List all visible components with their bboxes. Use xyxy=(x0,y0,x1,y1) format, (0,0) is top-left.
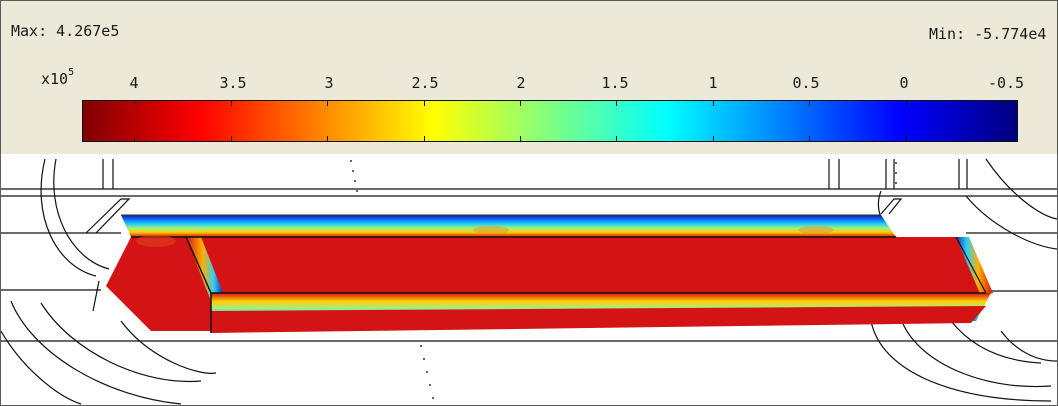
colorbar-tick xyxy=(423,101,425,106)
colorbar-tick-label: -0.5 xyxy=(987,74,1025,92)
colorbar-tick xyxy=(327,136,329,141)
colorbar-tick-label: 4 xyxy=(129,74,139,92)
colorbar-tick xyxy=(809,101,811,106)
colorbar-tick xyxy=(616,101,618,106)
hotspot xyxy=(473,226,509,234)
colorbar-tick xyxy=(423,136,425,141)
wireframe-arc xyxy=(1000,330,1057,362)
wireframe-arc xyxy=(900,318,1052,388)
exponent-base: x10 xyxy=(41,70,69,88)
colorbar-tick xyxy=(134,136,136,141)
wireframe-arc xyxy=(985,158,1057,220)
colorbar-tick xyxy=(712,136,714,141)
wireframe-line xyxy=(85,198,131,234)
body-left-side-gradient xyxy=(186,237,223,301)
wireframe-arc xyxy=(870,320,1052,402)
wireframe-line xyxy=(92,280,100,312)
colorbar-tick xyxy=(712,101,714,106)
wireframe-geometry xyxy=(1,158,1057,405)
colorbar-tick xyxy=(520,101,522,106)
stress-solid-body xyxy=(106,214,993,333)
body-right-side-gradient xyxy=(956,237,993,296)
wireframe-arc xyxy=(40,302,202,383)
hotspot xyxy=(798,226,834,234)
colorbar-tick-label: 0 xyxy=(899,74,909,92)
colorbar-tick xyxy=(616,136,618,141)
colorbar-tick xyxy=(134,101,136,106)
wireframe-arc xyxy=(120,320,217,374)
model-3d-view xyxy=(1,158,1057,405)
body-main-face xyxy=(131,237,986,293)
colorbar-tick-label: 3.5 xyxy=(219,74,247,92)
colorbar-tick xyxy=(905,136,907,141)
body-left-end xyxy=(106,237,211,331)
wireframe-arc xyxy=(950,320,1042,364)
colorbar-tick-label: 1.5 xyxy=(601,74,629,92)
wireframe-line xyxy=(880,198,903,215)
colorbar-tick-label: 3 xyxy=(324,74,334,92)
max-value-label: Max: 4.267e5 xyxy=(11,22,120,40)
body-edge xyxy=(955,236,987,294)
body-bottom-red xyxy=(211,306,986,333)
colorbar-tick xyxy=(1002,101,1004,106)
colorbar-tick xyxy=(1002,136,1004,141)
hotspot xyxy=(136,235,176,247)
wireframe-arc xyxy=(40,158,97,277)
colorbar-tick-label: 0.5 xyxy=(792,74,820,92)
color-legend-panel: Max: 4.267e5 Min: -5.774e4 x105 4 3.5 3 … xyxy=(1,1,1057,154)
wireframe-arc xyxy=(10,300,182,405)
wireframe-arc xyxy=(965,195,1057,250)
colorbar-tick xyxy=(905,101,907,106)
colorbar-tick xyxy=(230,136,232,141)
colorbar-tick-label: 2 xyxy=(516,74,526,92)
exponent-power: 5 xyxy=(68,67,75,78)
colorbar-tick xyxy=(327,101,329,106)
scale-exponent-label: x105 xyxy=(41,67,75,88)
colorbar-tick xyxy=(809,136,811,141)
min-value-label: Min: -5.774e4 xyxy=(929,25,1047,43)
colorbar-tick xyxy=(230,101,232,106)
colorbar-tick-label: 1 xyxy=(708,74,718,92)
wireframe-arc xyxy=(53,158,110,270)
body-top-band xyxy=(121,215,896,237)
wireframe-dots xyxy=(350,160,897,399)
colorbar-tick xyxy=(520,136,522,141)
colorbar-tick-label: 2.5 xyxy=(411,74,439,92)
wireframe-arc xyxy=(1,330,82,405)
colorbar-gradient xyxy=(82,100,1018,142)
